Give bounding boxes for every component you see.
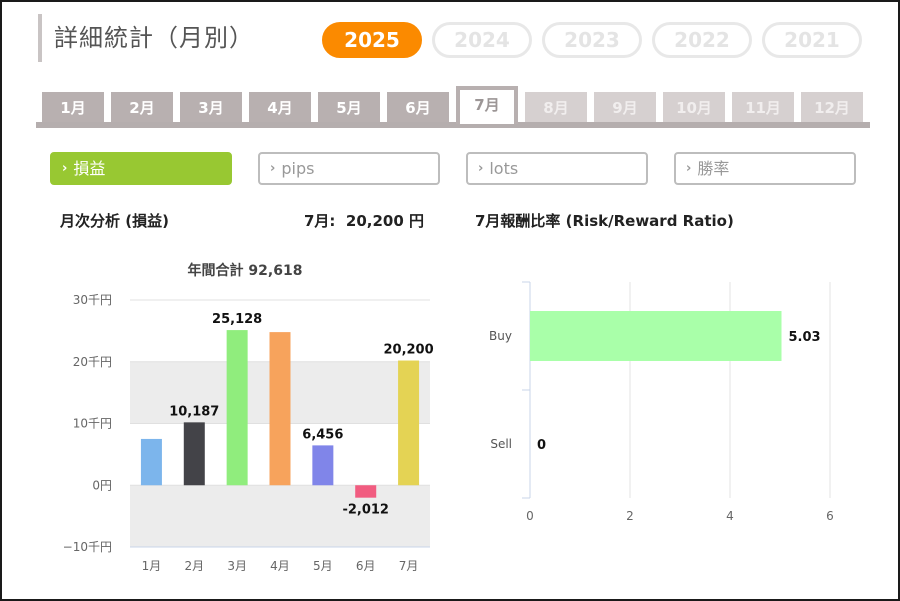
- x-tick-label: 1月: [142, 559, 162, 573]
- month-tab-7[interactable]: 7月: [456, 86, 518, 124]
- metric-tab-label: pips: [281, 159, 315, 178]
- y-tick-label: 20千円: [73, 355, 112, 369]
- x-tick-label: 6月: [356, 559, 376, 573]
- y-tick-label: 0円: [92, 478, 112, 492]
- bar-5: [312, 445, 334, 486]
- x-tick-label: 2: [626, 509, 634, 523]
- month-tab-2[interactable]: 2月: [111, 92, 173, 122]
- y-tick-label: Buy: [489, 329, 512, 343]
- bar-3: [226, 330, 248, 486]
- month-tab-12[interactable]: 12月: [801, 92, 863, 122]
- data-label: 20,200: [383, 343, 433, 358]
- risk-reward-title: 7月報酬比率 (Risk/Reward Ratio): [475, 212, 734, 230]
- chevron-right-icon: ›: [478, 161, 484, 176]
- metric-tab-2[interactable]: › lots: [466, 152, 648, 185]
- metric-tab-1[interactable]: › pips: [258, 152, 440, 185]
- x-tick-label: 2月: [184, 559, 204, 573]
- chevron-right-icon: ›: [686, 161, 692, 176]
- metric-tab-3[interactable]: › 勝率: [674, 152, 856, 185]
- month-tab-4[interactable]: 4月: [249, 92, 311, 122]
- month-tab-10[interactable]: 10月: [663, 92, 725, 122]
- page-title: 詳細統計（月別）: [38, 14, 254, 62]
- data-label: 25,128: [212, 312, 262, 327]
- year-tab-2022[interactable]: 2022: [652, 22, 752, 58]
- chevron-right-icon: ›: [270, 161, 276, 176]
- bar-4: [269, 332, 291, 486]
- x-tick-label: 4月: [270, 559, 290, 573]
- year-tab-2021[interactable]: 2021: [762, 22, 862, 58]
- metric-tab-label: 勝率: [697, 159, 730, 178]
- x-tick-label: 5月: [313, 559, 333, 573]
- month-tab-5[interactable]: 5月: [318, 92, 380, 122]
- month-tab-9[interactable]: 9月: [594, 92, 656, 122]
- month-tabs: 1月 2月 3月 4月 5月 6月 7月 8月 9月 10月 11月 12月: [42, 86, 863, 124]
- data-label: 10,187: [169, 404, 219, 419]
- x-tick-label: 4: [726, 509, 734, 523]
- bar-2: [183, 422, 205, 486]
- data-label: 0: [537, 438, 546, 453]
- data-label: 6,456: [302, 427, 343, 442]
- y-tick-label: Sell: [490, 437, 512, 451]
- metric-tab-0[interactable]: › 損益: [50, 152, 232, 185]
- risk-reward-chart: 0 2 4 6 Buy 5.03 Sell 0: [489, 281, 834, 523]
- x-tick-label: 7月: [399, 559, 419, 573]
- bar-buy: [530, 311, 782, 361]
- month-tab-8[interactable]: 8月: [525, 92, 587, 122]
- annual-total-label: 年間合計 92,618: [188, 262, 303, 279]
- data-label: 5.03: [789, 330, 821, 345]
- bar-1: [140, 438, 162, 486]
- metric-tab-label: 損益: [73, 159, 106, 178]
- y-tick-label: −10千円: [63, 540, 112, 554]
- metric-tabs: › 損益 › pips › lots › 勝率: [50, 152, 856, 185]
- month-tab-3[interactable]: 3月: [180, 92, 242, 122]
- x-tick-label: 6: [826, 509, 834, 523]
- year-tabs: 2025 2024 2023 2022 2021: [322, 22, 862, 58]
- month-value: 7月: 20,200 円: [304, 212, 424, 230]
- data-label: -2,012: [342, 502, 389, 517]
- metric-tab-label: lots: [489, 159, 519, 178]
- monthly-analysis-title: 月次分析 (損益): [60, 212, 169, 230]
- year-tab-2023[interactable]: 2023: [542, 22, 642, 58]
- chevron-right-icon: ›: [62, 161, 68, 176]
- x-tick-label: 3月: [227, 559, 247, 573]
- grid-band: [130, 485, 430, 547]
- month-tab-6[interactable]: 6月: [387, 92, 449, 122]
- year-tab-2025[interactable]: 2025: [322, 22, 422, 58]
- year-tab-2024[interactable]: 2024: [432, 22, 532, 58]
- bar-7: [398, 360, 420, 486]
- bar-6: [355, 485, 377, 498]
- y-tick-label: 10千円: [73, 417, 112, 431]
- month-tab-underline: [36, 122, 870, 128]
- monthly-pnl-chart: 年間合計 92,618 30千円 20千円 10千円 0円 −10千円 1月 2月 10,187…: [63, 262, 434, 573]
- month-tab-11[interactable]: 11月: [732, 92, 794, 122]
- y-tick-label: 30千円: [73, 293, 112, 307]
- month-tab-1[interactable]: 1月: [42, 92, 104, 122]
- x-tick-label: 0: [526, 509, 534, 523]
